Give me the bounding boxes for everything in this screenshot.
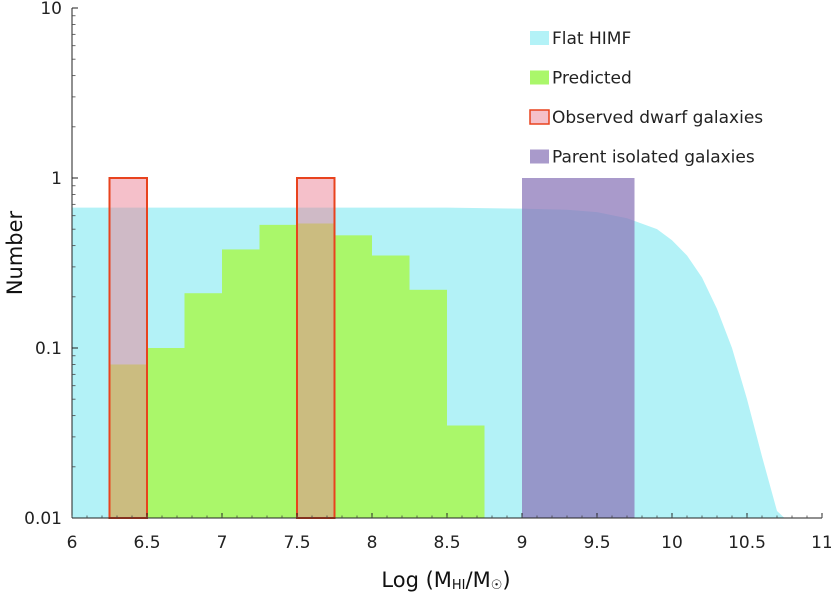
y-tick-label: 0.01 bbox=[24, 509, 62, 529]
x-axis-title: Log (MHI/M☉) bbox=[381, 568, 510, 593]
axes: 6 6.5 7 7.5 8 8.5 9 9.5 10 10.5 11 0.01 0.1 1 10 bbox=[24, 0, 831, 553]
x-tick-label: 8 bbox=[367, 533, 378, 553]
x-axis-title-mid: /M bbox=[466, 568, 491, 592]
predicted-bar bbox=[222, 249, 260, 518]
predicted-bar bbox=[334, 235, 372, 518]
predicted-bar bbox=[259, 224, 297, 518]
x-tick-label: 10.5 bbox=[728, 533, 766, 553]
x-axis-title-sub: HI bbox=[452, 578, 466, 593]
y-tick-label: 1 bbox=[51, 169, 62, 189]
plot-marks bbox=[72, 177, 785, 519]
predicted-legend-swatch bbox=[530, 70, 549, 85]
x-tick-label: 9.5 bbox=[583, 533, 610, 553]
observed-dwarf-galaxies-legend-label: Observed dwarf galaxies bbox=[552, 108, 763, 128]
flat-himf-legend-label: Flat HIMF bbox=[552, 29, 631, 49]
x-tick-label: 9 bbox=[517, 533, 528, 553]
x-axis-title-end: ) bbox=[502, 568, 510, 592]
flat-himf-legend-swatch bbox=[530, 31, 549, 45]
x-tick-label: 7 bbox=[217, 533, 228, 553]
x-tick-label: 7.5 bbox=[283, 533, 310, 553]
predicted-bar bbox=[447, 425, 485, 518]
x-tick-label: 6.5 bbox=[133, 533, 160, 553]
legend: Flat HIMF Predicted Observed dwarf galaxie… bbox=[529, 29, 763, 168]
observed-dwarf-galaxies-bar bbox=[108, 177, 148, 519]
predicted-bar bbox=[372, 255, 410, 518]
y-axis-title: Number bbox=[3, 210, 27, 295]
parent-isolated-galaxies-bar bbox=[522, 178, 635, 518]
x-tick-label: 6 bbox=[67, 533, 78, 553]
y-tick-label: 10 bbox=[40, 0, 62, 19]
predicted-bar bbox=[409, 289, 447, 518]
x-tick-label: 8.5 bbox=[433, 533, 460, 553]
predicted-bar bbox=[184, 293, 222, 518]
x-axis-title-main: Log (M bbox=[381, 568, 452, 592]
parent-isolated-galaxies-legend-label: Parent isolated galaxies bbox=[552, 148, 755, 168]
x-tick-label: 11 bbox=[811, 533, 831, 553]
x-tick-label: 10 bbox=[661, 533, 683, 553]
y-tick-label: 0.1 bbox=[35, 339, 62, 359]
observed-dwarf-galaxies-legend-swatch bbox=[529, 109, 550, 125]
parent-isolated-galaxies-legend-swatch bbox=[530, 149, 549, 164]
observed-dwarf-galaxies-bar bbox=[296, 177, 336, 519]
predicted-bar bbox=[147, 348, 185, 518]
predicted-legend-label: Predicted bbox=[552, 69, 632, 89]
x-axis-title-symbol: ☉ bbox=[491, 578, 503, 593]
